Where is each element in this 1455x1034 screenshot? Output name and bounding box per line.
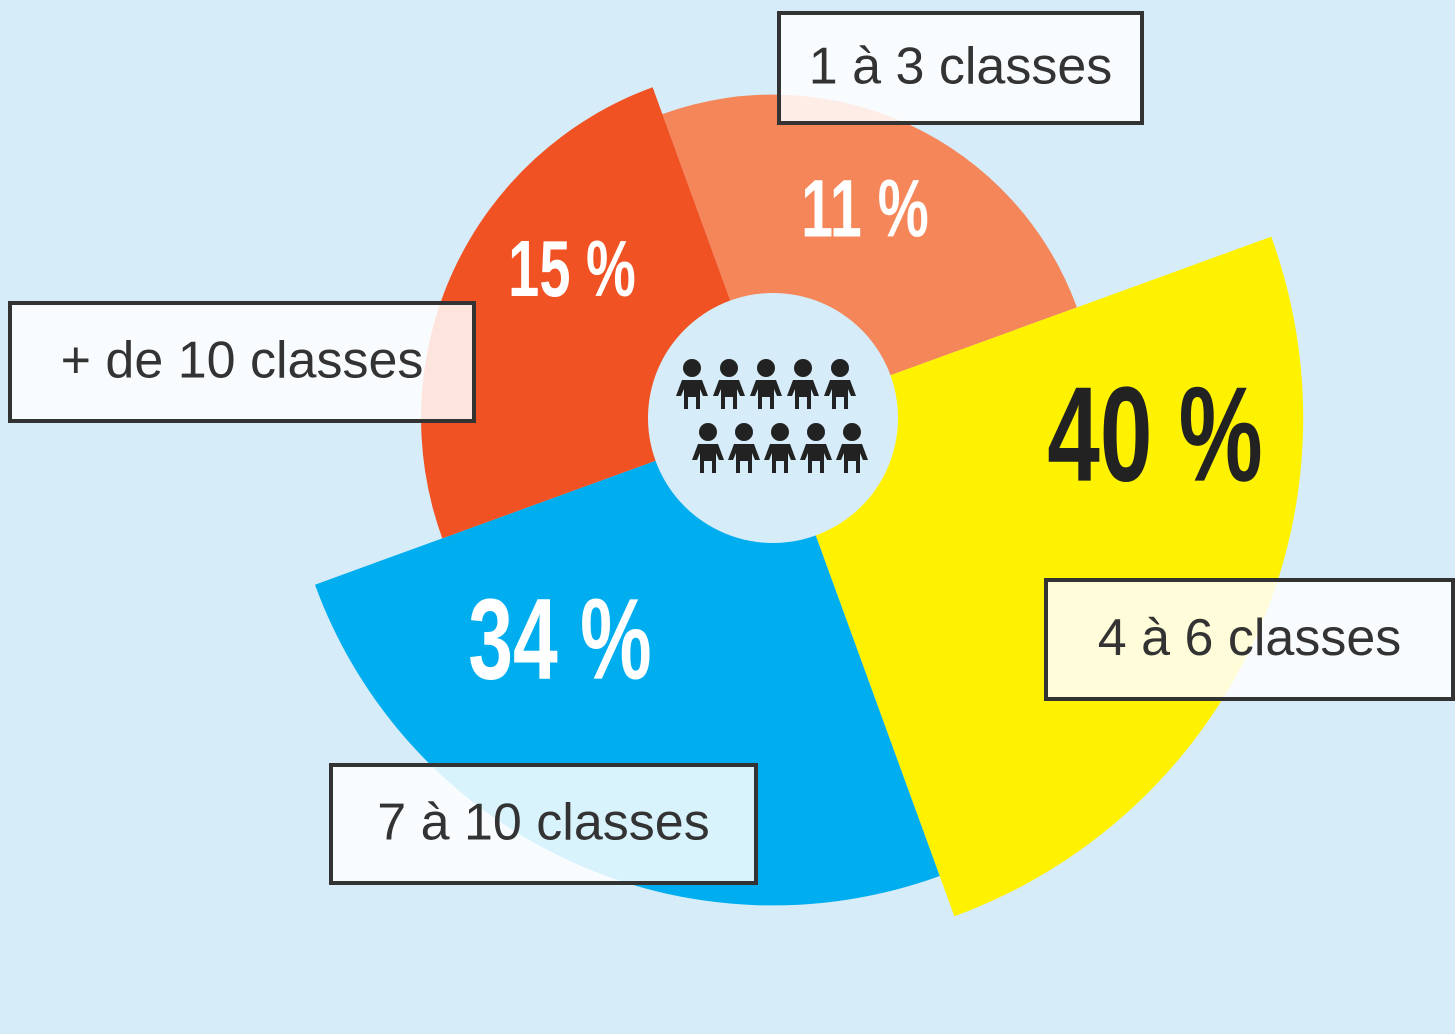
child-body bbox=[728, 444, 760, 473]
category-label: + de 10 classes bbox=[61, 332, 424, 390]
child-head bbox=[683, 359, 701, 377]
child-body bbox=[750, 380, 782, 409]
child-body bbox=[764, 444, 796, 473]
child-head bbox=[831, 359, 849, 377]
percent-label: 34 % bbox=[468, 575, 651, 704]
child-head bbox=[720, 359, 738, 377]
child-head bbox=[794, 359, 812, 377]
center-hole bbox=[648, 293, 898, 543]
category-box bbox=[8, 301, 476, 423]
percent-label: 15 % bbox=[508, 223, 636, 313]
percent-label: 11 % bbox=[801, 163, 929, 255]
child-body bbox=[787, 380, 819, 409]
child-head bbox=[771, 423, 789, 441]
child-head bbox=[699, 423, 717, 441]
category-label: 7 à 10 classes bbox=[377, 794, 709, 852]
slices bbox=[314, 87, 1304, 917]
children-icon bbox=[676, 359, 868, 473]
percent-label: 40 % bbox=[1047, 359, 1262, 510]
child-body bbox=[713, 380, 745, 409]
child-body bbox=[836, 444, 868, 473]
child-head bbox=[843, 423, 861, 441]
category-label: 1 à 3 classes bbox=[809, 38, 1113, 96]
child-body bbox=[800, 444, 832, 473]
category-box bbox=[329, 763, 758, 885]
child-head bbox=[757, 359, 775, 377]
child-body bbox=[692, 444, 724, 473]
category-label: 4 à 6 classes bbox=[1098, 609, 1402, 667]
child-head bbox=[807, 423, 825, 441]
labels: 11 % 40 % 34 % 15 % 1 à 3 classes 4 à 6 class… bbox=[8, 11, 1455, 885]
category-box bbox=[777, 11, 1144, 125]
slice bbox=[773, 236, 1304, 917]
child-body bbox=[676, 380, 708, 409]
child-head bbox=[735, 423, 753, 441]
category-box bbox=[1044, 578, 1455, 701]
child-body bbox=[824, 380, 856, 409]
